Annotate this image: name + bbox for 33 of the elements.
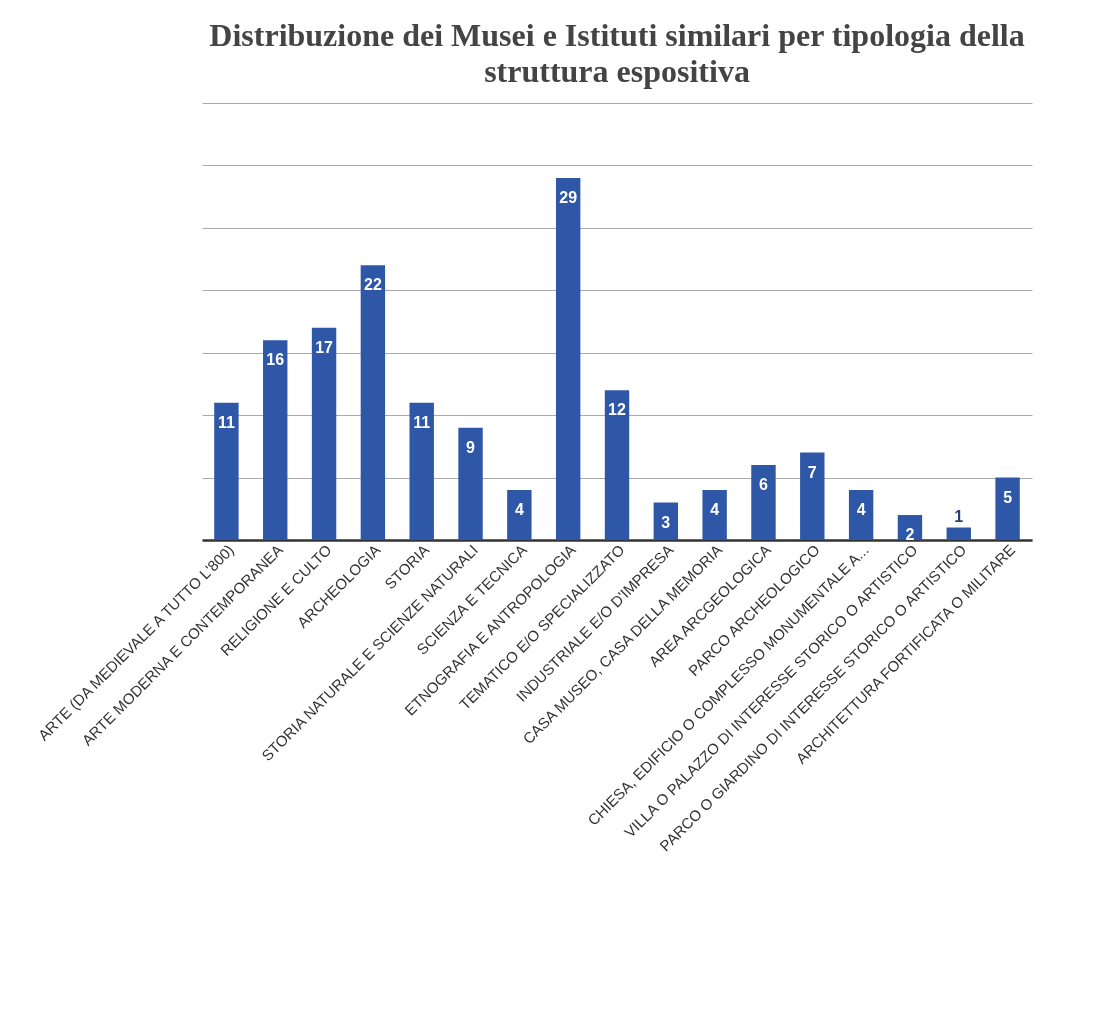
data-label: 3 xyxy=(661,513,671,531)
chart-title: Distribuzione dei Musei e Istituti similari per tipologia della struttura espositiva xyxy=(209,17,1025,89)
data-label: 16 xyxy=(266,351,285,369)
bar xyxy=(507,490,532,540)
bar xyxy=(409,402,434,540)
data-label: 17 xyxy=(315,338,334,356)
bar xyxy=(995,477,1020,540)
data-label: 7 xyxy=(807,463,817,481)
data-label: 4 xyxy=(514,501,524,519)
bar xyxy=(263,340,288,540)
bar xyxy=(800,452,825,540)
data-label: 5 xyxy=(1003,488,1013,506)
bar xyxy=(751,465,776,540)
bar xyxy=(946,527,971,540)
data-label: 2 xyxy=(905,526,915,544)
bar xyxy=(311,327,337,540)
data-label: 11 xyxy=(413,413,431,431)
bar xyxy=(555,177,581,540)
data-label: 4 xyxy=(856,501,866,519)
data-label: 29 xyxy=(559,188,578,206)
data-label: 9 xyxy=(466,438,476,456)
data-label: 11 xyxy=(217,413,235,431)
bar xyxy=(360,265,386,540)
bar xyxy=(458,427,483,540)
bar xyxy=(214,402,239,540)
data-label: 12 xyxy=(608,401,626,419)
bar xyxy=(848,490,874,540)
bar xyxy=(604,390,630,540)
data-label: 22 xyxy=(363,276,382,294)
data-label: 1 xyxy=(954,507,964,525)
data-label: 4 xyxy=(710,501,720,519)
bar xyxy=(702,490,727,540)
data-label: 6 xyxy=(759,476,769,494)
